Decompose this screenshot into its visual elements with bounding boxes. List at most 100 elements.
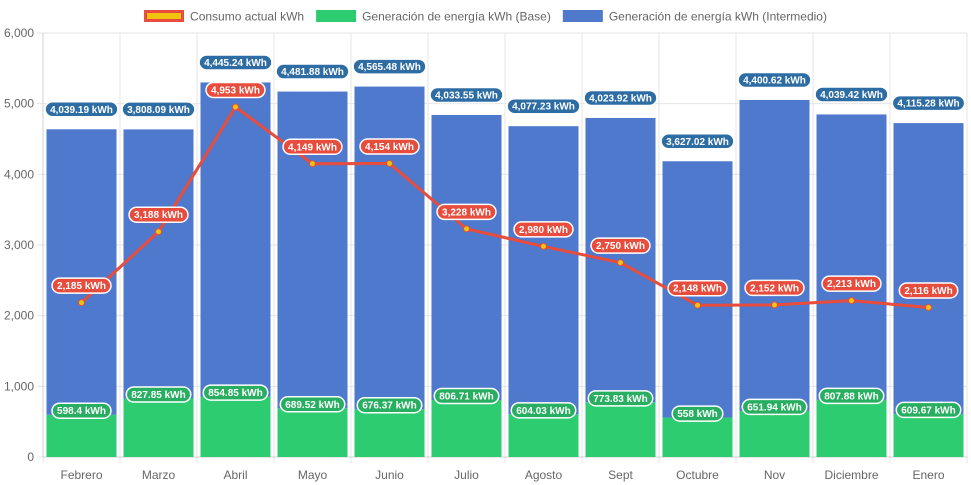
label-base-bg: [741, 398, 808, 416]
label-consumo-bg: [744, 279, 805, 297]
label-consumo: 4,149 kWh: [288, 142, 337, 153]
label-intermedio-bg: [506, 97, 581, 115]
label-base-bg: [895, 401, 962, 419]
x-tick-label: Sept: [608, 468, 633, 482]
label-consumo: 2,148 kWh: [673, 284, 722, 295]
y-tick-label: 4,000: [4, 167, 34, 181]
line-point: [309, 160, 316, 168]
label-intermedio-bg: [275, 63, 350, 80]
label-consumo-bg: [205, 81, 266, 99]
label-intermedio: 4,023.92 kWh: [589, 93, 652, 104]
label-intermedio: 4,445.24 kWh: [204, 58, 267, 69]
label-intermedio-bg: [814, 86, 889, 103]
line-point: [386, 159, 393, 167]
bar-base: [739, 410, 810, 457]
label-base-bg: [51, 402, 112, 419]
x-tick-label: Agosto: [525, 468, 563, 482]
y-tick-label: 0: [27, 450, 34, 464]
bar-base: [277, 408, 348, 457]
x-tick-label: Diciembre: [824, 468, 878, 482]
line-consumo: [80, 105, 929, 309]
legend-label: Generación de energía kWh (Base): [362, 10, 551, 24]
label-intermedio: 4,565.48 kWh: [358, 62, 421, 73]
line-point: [232, 103, 239, 111]
x-tick-label: Marzo: [142, 468, 176, 482]
label-base: 558 kWh: [677, 409, 718, 420]
bar-intermedio: [739, 99, 810, 411]
label-base-bg: [587, 390, 654, 407]
bar-base: [46, 414, 117, 457]
legend-item[interactable]: Consumo actual kWh: [144, 10, 305, 24]
label-base: 598.4 kWh: [57, 406, 106, 417]
label-base-bg: [279, 396, 346, 413]
label-intermedio-bg: [198, 54, 273, 71]
label-consumo-bg: [359, 138, 420, 155]
label-base: 807.88 kWh: [824, 391, 878, 402]
label-consumo-bg: [590, 237, 651, 254]
label-intermedio: 4,033.55 kWh: [435, 90, 498, 101]
label-base: 806.71 kWh: [439, 391, 493, 402]
y-tick-label: 2,000: [4, 309, 34, 323]
label-intermedio: 4,400.62 kWh: [743, 75, 806, 86]
label-intermedio: 3,627.02 kWh: [666, 137, 729, 148]
label-intermedio-bg: [44, 101, 119, 118]
y-tick-label: 5,000: [4, 97, 34, 111]
line-series: [78, 103, 932, 311]
line-point: [540, 242, 547, 250]
data-labels: 598.4 kWh 4,039.19 kWh 2,185 kWh 827.85 kWh…: [44, 54, 966, 422]
label-base-bg: [818, 387, 885, 405]
bar-base: [893, 413, 964, 457]
label-intermedio: 4,481.88 kWh: [281, 67, 344, 78]
x-tick-label: Abril: [223, 468, 247, 482]
label-intermedio: 4,039.42 kWh: [820, 90, 883, 101]
line-point: [617, 259, 624, 267]
label-intermedio-bg: [121, 101, 196, 118]
label-consumo: 3,228 kWh: [442, 207, 491, 218]
label-intermedio-bg: [737, 71, 812, 89]
y-tick-label: 3,000: [4, 238, 34, 252]
label-consumo-bg: [667, 279, 728, 297]
label-consumo: 3,188 kWh: [134, 210, 183, 221]
label-base: 689.52 kWh: [285, 400, 339, 411]
label-base: 609.67 kWh: [901, 405, 955, 416]
label-base-bg: [202, 384, 269, 401]
y-tick-label: 1,000: [4, 379, 34, 393]
x-tick-label: Octubre: [676, 468, 719, 482]
bar-base: [200, 396, 271, 457]
legend-swatch: [562, 10, 603, 22]
label-base: 651.94 kWh: [747, 402, 801, 413]
bar-intermedio: [508, 126, 579, 415]
bar-base: [816, 399, 887, 457]
label-consumo: 2,750 kWh: [596, 241, 645, 252]
legend-item[interactable]: Generación de energía kWh (Intermedio): [562, 10, 827, 24]
label-intermedio: 4,115.28 kWh: [897, 99, 959, 110]
legend-swatch: [316, 10, 357, 22]
bar-intermedio: [123, 129, 194, 399]
bar-base: [585, 402, 656, 457]
line-point: [925, 303, 932, 311]
y-tick-label: 6,000: [4, 26, 34, 40]
x-tick-label: Febrero: [60, 468, 102, 482]
bar-base: [662, 417, 733, 457]
label-base: 827.85 kWh: [131, 390, 185, 401]
label-base-bg: [125, 386, 192, 403]
bar-intermedio: [816, 114, 887, 400]
label-base: 676.37 kWh: [362, 401, 416, 412]
label-consumo: 2,152 kWh: [750, 283, 799, 294]
line-point: [771, 301, 778, 309]
bar-intermedio: [893, 123, 964, 414]
legend-item[interactable]: Generación de energía kWh (Base): [316, 10, 551, 24]
label-consumo: 2,980 kWh: [519, 225, 568, 236]
legend-swatch: [144, 10, 185, 22]
chart-legend[interactable]: Consumo actual kWh Generación de energía …: [144, 10, 827, 24]
x-tick-label: Enero: [912, 468, 944, 482]
label-consumo: 4,953 kWh: [211, 85, 260, 96]
label-base: 604.03 kWh: [516, 406, 570, 417]
label-base-bg: [356, 396, 423, 414]
bar-intermedio: [431, 114, 502, 400]
bar-intermedio: [354, 86, 425, 410]
bar-base: [431, 399, 502, 457]
legend-label: Generación de energía kWh (Intermedio): [609, 10, 827, 24]
x-axis: Febrero Marzo Abril Mayo Junio Julio Agosto Sep…: [60, 468, 944, 482]
bar-base: [508, 414, 579, 457]
